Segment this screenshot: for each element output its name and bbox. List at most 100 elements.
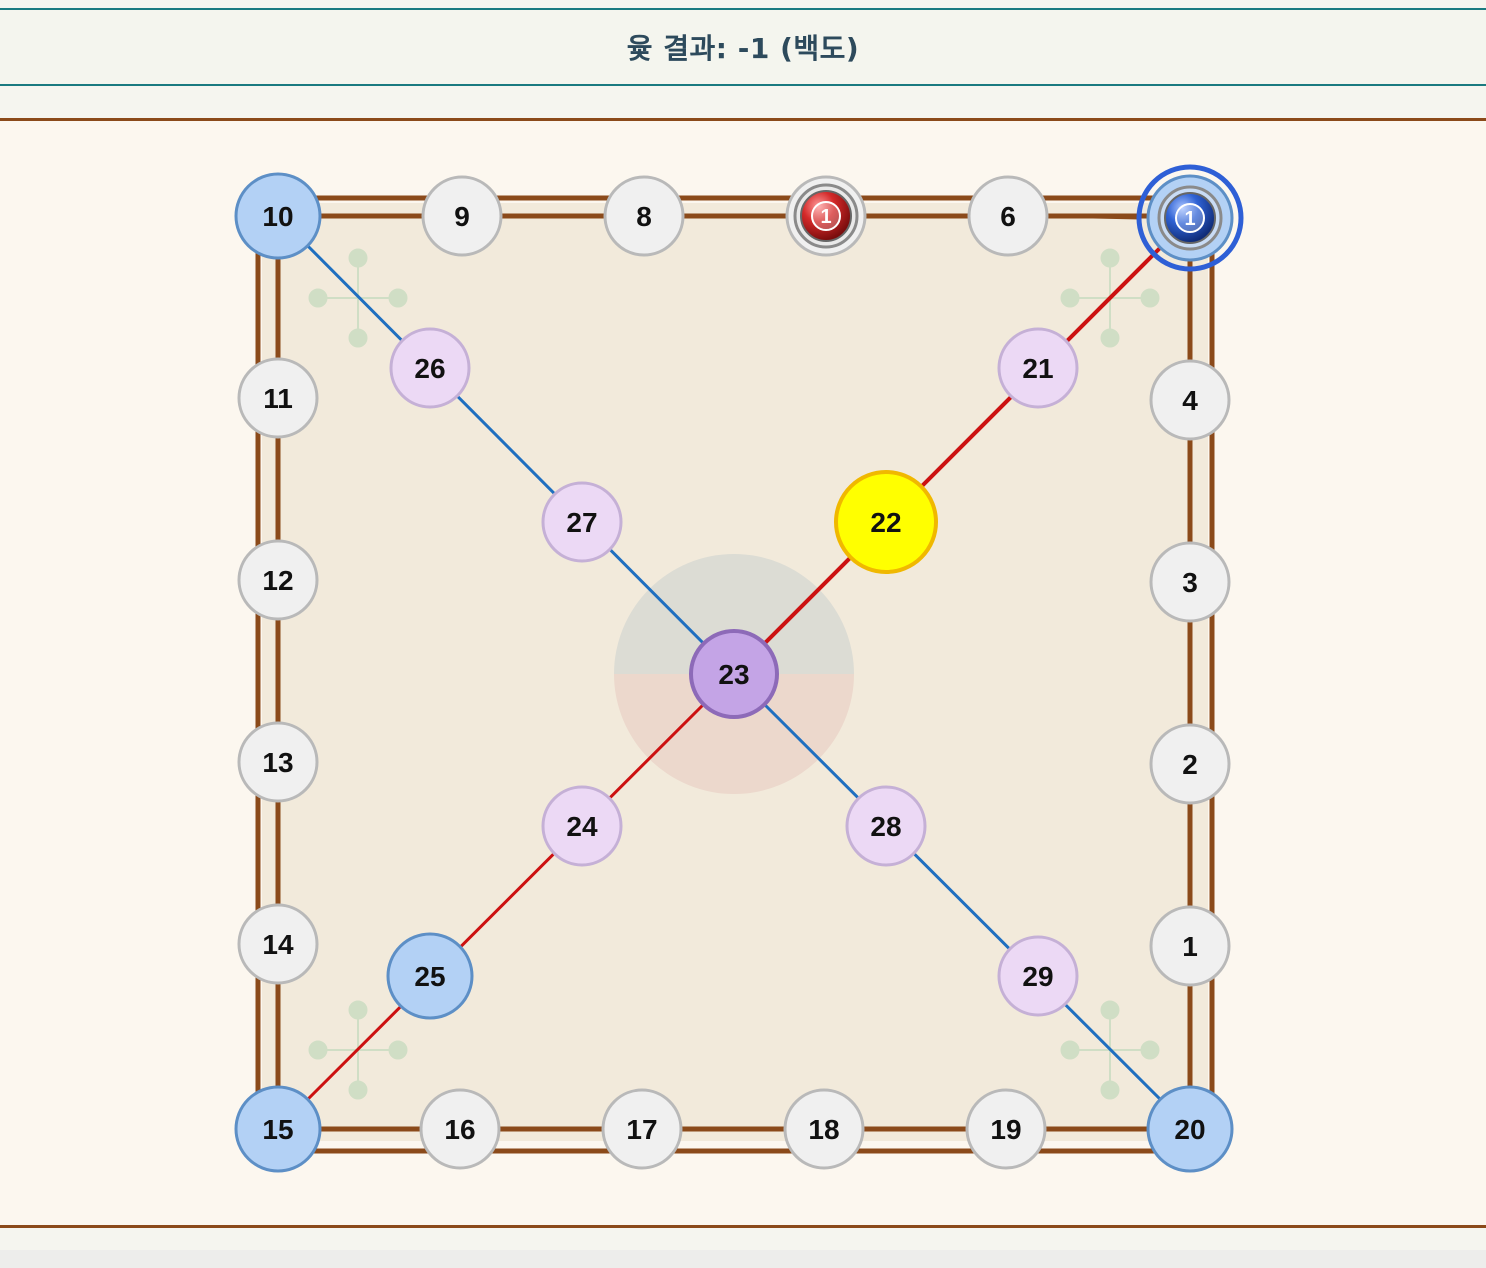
board-border-inner — [275, 213, 1193, 1132]
board-node-circle[interactable] — [1146, 1085, 1234, 1173]
board-node-8[interactable]: 8 — [603, 175, 685, 257]
board-node-circle[interactable] — [1149, 541, 1231, 623]
board-node-14[interactable]: 14 — [237, 903, 319, 985]
board-node-label: 21 — [1022, 353, 1053, 384]
board-node-17[interactable]: 17 — [601, 1088, 683, 1170]
board-node-circle[interactable] — [845, 785, 927, 867]
board-node-12[interactable]: 12 — [237, 539, 319, 621]
board-node-24[interactable]: 24 — [541, 785, 623, 867]
board-node-label: 20 — [1174, 1114, 1205, 1145]
board-node-circle[interactable] — [603, 175, 685, 257]
board-node-circle[interactable] — [834, 470, 938, 574]
corner-ornament-bottom-left — [308, 1000, 408, 1100]
board-node-20[interactable]: 20 — [1146, 1085, 1234, 1173]
board-node-circle[interactable] — [234, 1085, 322, 1173]
board-node-1[interactable]: 1 — [1149, 905, 1231, 987]
piece-badge — [811, 201, 841, 231]
board-node-circle[interactable] — [541, 481, 623, 563]
board-node-13[interactable]: 13 — [237, 721, 319, 803]
board-node-label: 3 — [1182, 567, 1198, 598]
path-red-bottom-left — [276, 672, 736, 1131]
board-node-circle[interactable] — [234, 172, 322, 260]
board-node-label: 19 — [990, 1114, 1021, 1145]
board-node-circle[interactable] — [965, 1088, 1047, 1170]
board-node-circle[interactable] — [601, 1088, 683, 1170]
board-node-label: 26 — [414, 353, 445, 384]
board-node-label: 11 — [263, 383, 293, 414]
board-node-circle[interactable] — [389, 327, 471, 409]
piece-label: 1 — [1184, 208, 1195, 230]
board-node-23[interactable]: 23 — [689, 629, 779, 719]
board-node-9[interactable]: 9 — [421, 175, 503, 257]
board-node-label: 15 — [262, 1114, 293, 1145]
game-piece-red[interactable]: 1 — [793, 183, 859, 249]
center-zone-top — [614, 554, 854, 674]
board-node-3[interactable]: 3 — [1149, 541, 1231, 623]
bottom-strip — [0, 1250, 1486, 1268]
board-node-circle[interactable] — [237, 903, 319, 985]
path-red-top-right — [732, 216, 1192, 676]
piece-badge — [1175, 203, 1205, 233]
board-node-10[interactable]: 10 — [234, 172, 322, 260]
edge-connector — [1045, 214, 1141, 220]
board-node-label: 29 — [1022, 961, 1053, 992]
board-node-circle[interactable] — [541, 785, 623, 867]
board-node-circle[interactable] — [421, 175, 503, 257]
board-node-label: 9 — [454, 201, 470, 232]
piece-body[interactable] — [800, 190, 852, 242]
board-node-19[interactable]: 19 — [965, 1088, 1047, 1170]
board-node-circle[interactable] — [1149, 359, 1231, 441]
board-node-label: 6 — [1000, 201, 1016, 232]
board-node-label: 4 — [1182, 385, 1198, 416]
board-node-circle[interactable] — [1149, 905, 1231, 987]
board-node-25[interactable]: 25 — [386, 932, 474, 1020]
board-node-27[interactable]: 27 — [541, 481, 623, 563]
board-node-circle[interactable] — [997, 935, 1079, 1017]
board-node-28[interactable]: 28 — [845, 785, 927, 867]
board-border-outer — [255, 195, 1215, 1154]
board-node-18[interactable]: 18 — [783, 1088, 865, 1170]
board-node-label: 13 — [262, 747, 293, 778]
board-node-label: 25 — [414, 961, 445, 992]
yut-result-bar: 윷 결과: -1 (백도) — [0, 8, 1486, 86]
game-piece-blue[interactable]: 1 — [1136, 164, 1244, 272]
board-node-15[interactable]: 15 — [234, 1085, 322, 1173]
board-node-label: 1 — [1182, 931, 1198, 962]
board-node-circle[interactable] — [689, 629, 779, 719]
board-node-11[interactable]: 11 — [237, 357, 319, 439]
board-node-label: 23 — [718, 659, 749, 690]
board-node-2[interactable]: 2 — [1149, 723, 1231, 805]
board-node-label: 10 — [262, 201, 293, 232]
board-node-circle[interactable] — [1149, 723, 1231, 805]
board-node-22[interactable]: 22 — [834, 470, 938, 574]
board-node-circle[interactable] — [237, 721, 319, 803]
path-blue-top-left — [276, 214, 736, 676]
board-node-circle[interactable] — [237, 539, 319, 621]
board-node-label: 8 — [636, 201, 652, 232]
board-node-label: 2 — [1182, 749, 1198, 780]
board-node-label: 18 — [808, 1114, 839, 1145]
board-node-circle[interactable] — [997, 327, 1079, 409]
board-node-circle[interactable] — [967, 175, 1049, 257]
board-node-label: 16 — [444, 1114, 475, 1145]
board-node-6[interactable]: 6 — [967, 175, 1049, 257]
board-node-16[interactable]: 16 — [419, 1088, 501, 1170]
board-node-4[interactable]: 4 — [1149, 359, 1231, 441]
board-node-29[interactable]: 29 — [997, 935, 1079, 1017]
board-node-26[interactable]: 26 — [389, 327, 471, 409]
board-node-21[interactable]: 21 — [997, 327, 1079, 409]
board-node-label: 12 — [262, 565, 293, 596]
board-node-circle[interactable] — [237, 357, 319, 439]
path-blue-bottom-right — [732, 672, 1192, 1131]
selection-ring — [1136, 164, 1244, 272]
board-node-circle[interactable] — [386, 932, 474, 1020]
board-node-label: 28 — [870, 811, 901, 842]
board-node-label: 14 — [262, 929, 294, 960]
piece-body[interactable] — [1164, 192, 1216, 244]
center-zone-bottom — [614, 674, 854, 794]
board-node-circle[interactable] — [419, 1088, 501, 1170]
board-node-label: 27 — [566, 507, 597, 538]
board-node-label: 17 — [626, 1114, 657, 1145]
board-node-circle[interactable] — [783, 1088, 865, 1170]
